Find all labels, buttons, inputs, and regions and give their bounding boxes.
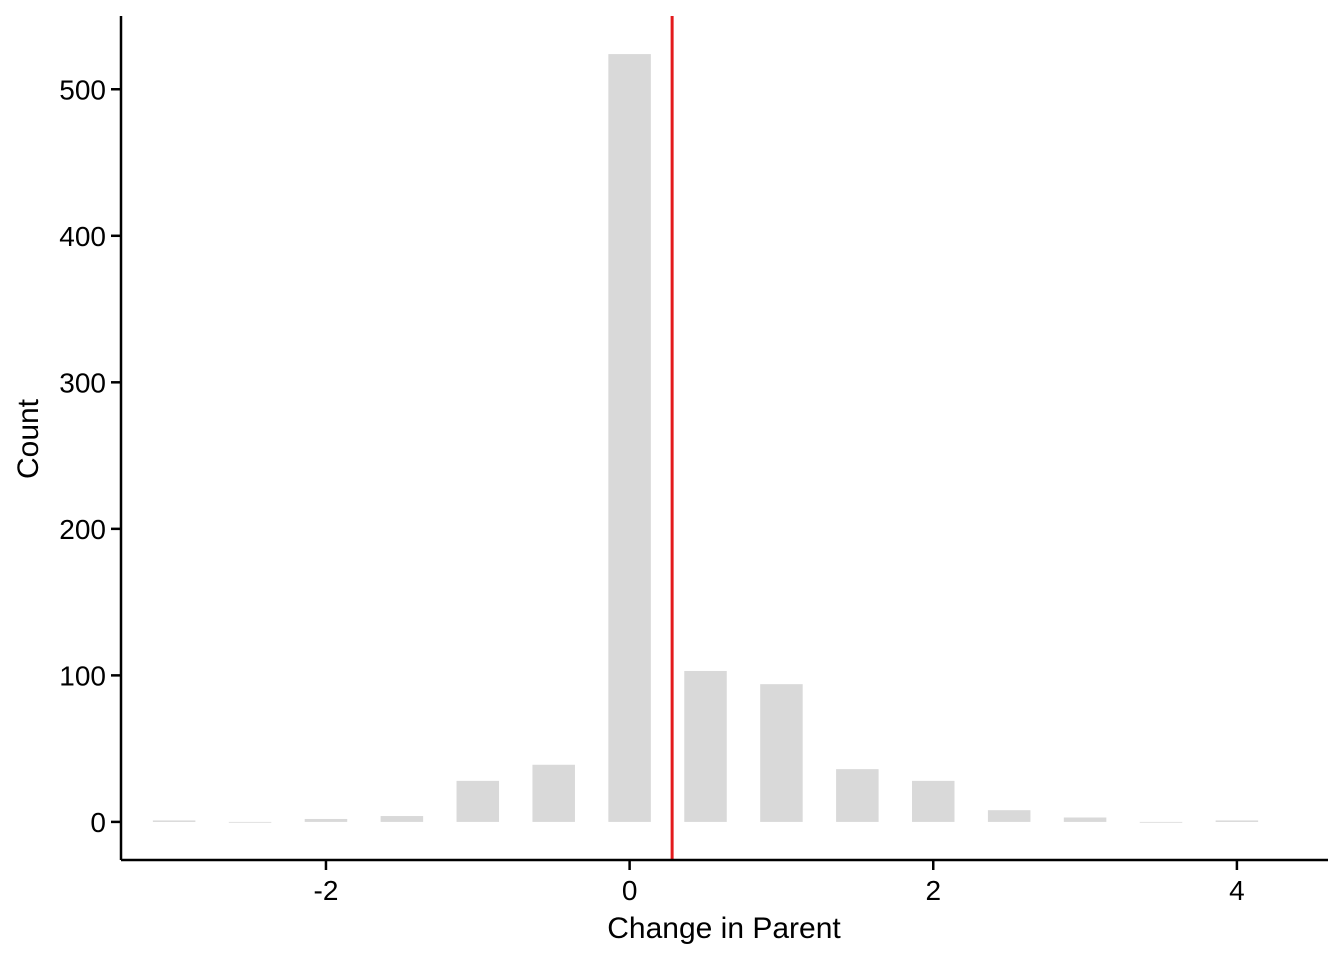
y-tick-label: 500: [59, 74, 106, 105]
histogram-bar: [532, 764, 575, 822]
histogram-bar: [987, 810, 1031, 822]
y-axis-ticks: 0 100 200 300 400 500: [59, 74, 121, 838]
histogram-bar: [228, 821, 272, 823]
x-axis-title: Change in Parent: [607, 912, 841, 945]
histogram-bar: [608, 54, 651, 822]
x-tick-label: -2: [314, 875, 339, 906]
histogram-bar: [912, 780, 955, 822]
x-tick-label: 4: [1229, 875, 1245, 906]
x-tick-label: 0: [622, 875, 638, 906]
histogram-bar: [760, 684, 803, 822]
y-tick-label: 0: [90, 807, 106, 838]
x-axis-ticks: -2 0 2 4: [314, 860, 1245, 906]
histogram-bar: [456, 780, 500, 822]
y-tick-label: 300: [59, 367, 106, 398]
x-tick-label: 2: [925, 875, 941, 906]
histogram-bar: [1215, 820, 1259, 822]
y-tick-label: 100: [59, 660, 106, 691]
histogram-bar: [836, 769, 879, 822]
y-tick-label: 400: [59, 221, 106, 252]
histogram-bar: [1139, 821, 1183, 823]
histogram-bar: [152, 820, 196, 822]
histogram-bar: [1063, 817, 1107, 822]
bars-group: [152, 54, 1259, 823]
histogram-bar: [304, 818, 348, 822]
y-axis-title: Count: [12, 398, 45, 479]
histogram-bar: [684, 670, 727, 822]
histogram-bar: [380, 816, 424, 822]
y-tick-label: 200: [59, 514, 106, 545]
